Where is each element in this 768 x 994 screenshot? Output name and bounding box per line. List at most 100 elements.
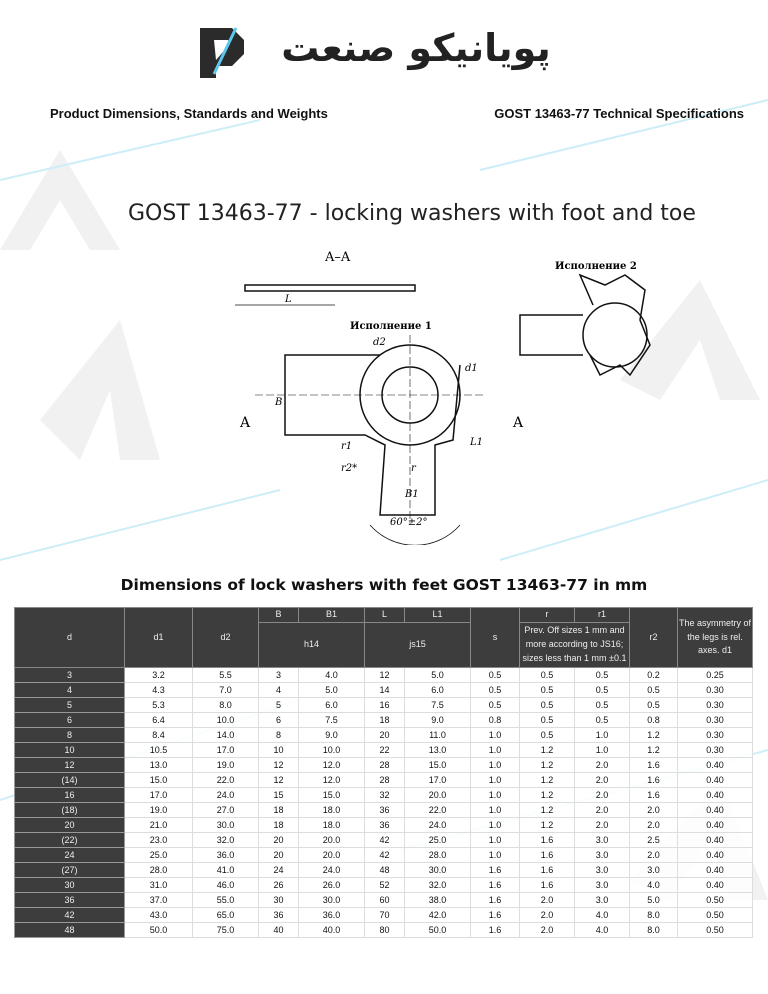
table-cell: 15.0 — [404, 757, 471, 773]
table-cell: 20.0 — [404, 787, 471, 803]
table-cell: 12 — [364, 667, 405, 683]
label-B: B — [274, 397, 282, 408]
table-cell: 1.2 — [519, 817, 575, 833]
table-cell: 2.0 — [574, 802, 630, 818]
table-cell: 22.0 — [404, 802, 471, 818]
table-cell: 20 — [258, 832, 299, 848]
table-cell: 6 — [258, 712, 299, 728]
table-cell: 20 — [258, 847, 299, 863]
table-cell: 0.40 — [677, 862, 753, 878]
table-row: 12 13.0 19.0 12 12.0 28 15.0 1.0 1.2 2.0 1.6 0.40 — [14, 757, 753, 773]
table-cell: 50.0 — [404, 922, 471, 938]
table-cell: 21.0 — [124, 817, 193, 833]
table-cell: 1.0 — [470, 787, 520, 803]
table-cell: 0.5 — [629, 682, 678, 698]
table-cell: 23.0 — [124, 832, 193, 848]
table-cell: 43.0 — [124, 907, 193, 923]
label-r1: r1 — [341, 441, 352, 452]
table-cell: 17.0 — [404, 772, 471, 788]
table-cell: 4 — [258, 682, 299, 698]
table-cell: 0.40 — [677, 802, 753, 818]
table-cell: 0.2 — [629, 667, 678, 683]
table-cell: 0.40 — [677, 877, 753, 893]
table-cell: 6.0 — [298, 697, 365, 713]
table-cell: 52 — [364, 877, 405, 893]
label-r2: r2* — [341, 463, 357, 474]
table-cell: 0.5 — [519, 682, 575, 698]
table-cell: 0.5 — [574, 712, 630, 728]
table-cell: 0.5 — [519, 727, 575, 743]
table-cell: 0.5 — [470, 667, 520, 683]
table-cell: 2.0 — [629, 817, 678, 833]
table-row: 30 31.0 46.0 26 26.0 52 32.0 1.6 1.6 3.0 4.0 0.40 — [14, 877, 753, 893]
table-cell: 36 — [364, 802, 405, 818]
table-cell: 20 — [364, 727, 405, 743]
table-cell: 1.0 — [470, 832, 520, 848]
table-row: 4 4.3 7.0 4 5.0 14 6.0 0.5 0.5 0.5 0.5 0.30 — [14, 682, 753, 698]
table-cell: 19.0 — [192, 757, 259, 773]
table-cell: 18.0 — [298, 802, 365, 818]
table-cell: 1.0 — [470, 727, 520, 743]
table-cell: 24 — [14, 847, 125, 863]
table-cell: 10.0 — [298, 742, 365, 758]
table-cell: 2.0 — [629, 847, 678, 863]
table-cell: 0.5 — [519, 697, 575, 713]
dimensions-table: d d1 d2 B B1 L L1 s r r1 r2 The asymmetr… — [14, 607, 753, 938]
table-cell: (14) — [14, 772, 125, 788]
label-angle: 60°±2° — [390, 517, 427, 528]
table-cell: 30 — [258, 892, 299, 908]
table-cell: 1.0 — [574, 742, 630, 758]
table-cell: 36 — [364, 817, 405, 833]
table-cell: 17.0 — [192, 742, 259, 758]
table-cell: 5 — [258, 697, 299, 713]
table-cell: 0.40 — [677, 847, 753, 863]
table-cell: 36.0 — [298, 907, 365, 923]
table-cell: 0.25 — [677, 667, 753, 683]
table-cell: 18 — [258, 802, 299, 818]
table-cell: 10.0 — [192, 712, 259, 728]
table-cell: 0.30 — [677, 742, 753, 758]
table-cell: 1.6 — [629, 757, 678, 773]
table-cell: 24.0 — [404, 817, 471, 833]
table-title: Dimensions of lock washers with feet GOS… — [120, 576, 648, 594]
table-cell: 0.50 — [677, 922, 753, 938]
table-row: 8 8.4 14.0 8 9.0 20 11.0 1.0 0.5 1.0 1.2 0.30 — [14, 727, 753, 743]
table-cell: 11.0 — [404, 727, 471, 743]
table-cell: 14.0 — [192, 727, 259, 743]
label-A-right: A — [512, 415, 524, 431]
table-cell: 2.0 — [574, 772, 630, 788]
table-cell: 1.2 — [519, 787, 575, 803]
table-cell: 8.0 — [629, 907, 678, 923]
table-cell: 0.30 — [677, 712, 753, 728]
header-r: r — [519, 607, 575, 623]
table-cell: 3.0 — [629, 862, 678, 878]
table-cell: 5.0 — [404, 667, 471, 683]
section-view — [244, 284, 416, 292]
table-cell: 4.0 — [298, 667, 365, 683]
table-cell: 26 — [258, 877, 299, 893]
table-cell: 6.0 — [404, 682, 471, 698]
table-cell: 42 — [364, 847, 405, 863]
header-js15: js15 — [364, 622, 471, 668]
table-cell: 55.0 — [192, 892, 259, 908]
table-cell: 26.0 — [298, 877, 365, 893]
table-cell: 1.6 — [470, 907, 520, 923]
table-cell: 19.0 — [124, 802, 193, 818]
table-cell: 40 — [258, 922, 299, 938]
table-cell: 10 — [258, 742, 299, 758]
table-cell: 0.8 — [470, 712, 520, 728]
table-cell: 2.0 — [574, 787, 630, 803]
table-cell: 24.0 — [298, 862, 365, 878]
table-cell: 36 — [14, 892, 125, 908]
table-cell: 70 — [364, 907, 405, 923]
table-cell: 4.0 — [629, 877, 678, 893]
table-cell: 0.5 — [519, 667, 575, 683]
table-cell: 12 — [14, 757, 125, 773]
table-cell: 10 — [14, 742, 125, 758]
table-cell: 7.5 — [298, 712, 365, 728]
header-d1: d1 — [124, 607, 193, 668]
table-row: 5 5.3 8.0 5 6.0 16 7.5 0.5 0.5 0.5 0.5 0.30 — [14, 697, 753, 713]
table-cell: 28 — [364, 772, 405, 788]
table-cell: 2.5 — [629, 832, 678, 848]
table-cell: 36.0 — [192, 847, 259, 863]
